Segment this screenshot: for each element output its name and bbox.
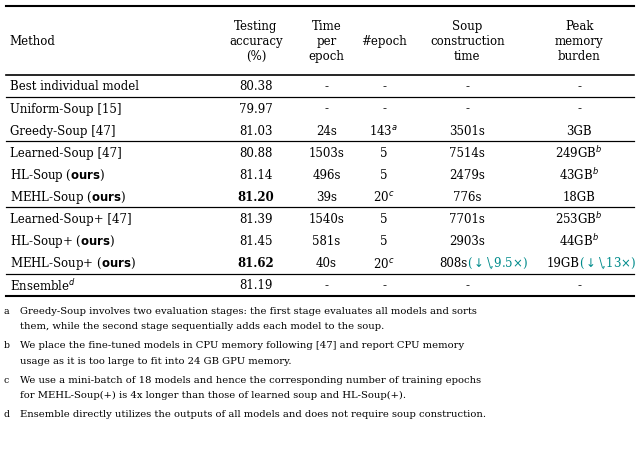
- Text: We use a mini-batch of 18 models and hence the corresponding number of training : We use a mini-batch of 18 models and hen…: [20, 375, 482, 384]
- Text: 24s: 24s: [316, 124, 337, 137]
- Text: 40s: 40s: [316, 257, 337, 269]
- Text: 7701s: 7701s: [449, 213, 485, 225]
- Text: 81.19: 81.19: [239, 279, 273, 291]
- Text: 253GB$^{b}$: 253GB$^{b}$: [556, 211, 603, 227]
- Text: ($\downarrow$\,13$\times$): ($\downarrow$\,13$\times$): [579, 255, 636, 271]
- Text: -: -: [577, 80, 581, 93]
- Text: 20$^{c}$: 20$^{c}$: [373, 256, 395, 270]
- Text: 44GB$^{b}$: 44GB$^{b}$: [559, 233, 599, 249]
- Text: them, while the second stage sequentially adds each model to the soup.: them, while the second stage sequentiall…: [20, 321, 385, 330]
- Text: -: -: [465, 80, 469, 93]
- Text: -: -: [465, 102, 469, 115]
- Text: Greedy-Soup [47]: Greedy-Soup [47]: [10, 124, 115, 137]
- Text: 1540s: 1540s: [308, 213, 344, 225]
- Text: 81.62: 81.62: [237, 257, 275, 269]
- Text: 81.39: 81.39: [239, 213, 273, 225]
- Text: Ensemble$^{d}$: Ensemble$^{d}$: [10, 277, 76, 293]
- Text: 249GB$^{b}$: 249GB$^{b}$: [556, 145, 603, 161]
- Text: MEHL-Soup+ ($\mathbf{ours}$): MEHL-Soup+ ($\mathbf{ours}$): [10, 255, 136, 271]
- Text: for MEHL-Soup(+) is 4x longer than those of learned soup and HL-Soup(+).: for MEHL-Soup(+) is 4x longer than those…: [20, 390, 406, 399]
- Text: 2903s: 2903s: [449, 235, 485, 247]
- Text: a: a: [3, 306, 9, 315]
- Text: #epoch: #epoch: [361, 35, 407, 48]
- Text: ($\downarrow$\,9.5$\times$): ($\downarrow$\,9.5$\times$): [467, 255, 528, 271]
- Text: HL-Soup+ ($\mathbf{ours}$): HL-Soup+ ($\mathbf{ours}$): [10, 233, 115, 249]
- Text: -: -: [324, 279, 328, 291]
- Text: 39s: 39s: [316, 190, 337, 203]
- Text: 5: 5: [380, 146, 388, 159]
- Text: 143$^{a}$: 143$^{a}$: [369, 124, 399, 138]
- Text: 1503s: 1503s: [308, 146, 344, 159]
- Text: -: -: [577, 102, 581, 115]
- Text: 2479s: 2479s: [449, 168, 485, 181]
- Text: 81.45: 81.45: [239, 235, 273, 247]
- Text: 81.03: 81.03: [239, 124, 273, 137]
- Text: -: -: [382, 102, 386, 115]
- Text: Greedy-Soup involves two evaluation stages: the first stage evaluates all models: Greedy-Soup involves two evaluation stag…: [20, 306, 477, 315]
- Text: Uniform-Soup [15]: Uniform-Soup [15]: [10, 102, 121, 115]
- Text: Learned-Soup+ [47]: Learned-Soup+ [47]: [10, 213, 131, 225]
- Text: Learned-Soup [47]: Learned-Soup [47]: [10, 146, 122, 159]
- Text: 81.14: 81.14: [239, 168, 273, 181]
- Text: 19GB: 19GB: [546, 257, 579, 269]
- Text: 18GB: 18GB: [563, 190, 596, 203]
- Text: Time
per
epoch: Time per epoch: [308, 20, 344, 63]
- Text: Best individual model: Best individual model: [10, 80, 139, 93]
- Text: -: -: [324, 102, 328, 115]
- Text: 3GB: 3GB: [566, 124, 592, 137]
- Text: 80.38: 80.38: [239, 80, 273, 93]
- Text: usage as it is too large to fit into 24 GB GPU memory.: usage as it is too large to fit into 24 …: [20, 356, 292, 365]
- Text: Ensemble directly utilizes the outputs of all models and does not require soup c: Ensemble directly utilizes the outputs o…: [20, 409, 486, 418]
- Text: 5: 5: [380, 168, 388, 181]
- Text: HL-Soup ($\mathbf{ours}$): HL-Soup ($\mathbf{ours}$): [10, 167, 105, 183]
- Text: 79.97: 79.97: [239, 102, 273, 115]
- Text: 81.20: 81.20: [237, 190, 275, 203]
- Text: -: -: [382, 80, 386, 93]
- Text: 808s: 808s: [439, 257, 467, 269]
- Text: 776s: 776s: [453, 190, 481, 203]
- Text: 3501s: 3501s: [449, 124, 485, 137]
- Text: 20$^{c}$: 20$^{c}$: [373, 190, 395, 204]
- Text: 7514s: 7514s: [449, 146, 485, 159]
- Text: Testing
accuracy
(%): Testing accuracy (%): [229, 20, 283, 63]
- Text: -: -: [577, 279, 581, 291]
- Text: We place the fine-tuned models in CPU memory following [47] and report CPU memor: We place the fine-tuned models in CPU me…: [20, 341, 465, 349]
- Text: 5: 5: [380, 235, 388, 247]
- Text: 43GB$^{b}$: 43GB$^{b}$: [559, 167, 599, 183]
- Text: d: d: [3, 409, 9, 418]
- Text: Method: Method: [10, 35, 56, 48]
- Text: 5: 5: [380, 213, 388, 225]
- Text: MEHL-Soup ($\mathbf{ours}$): MEHL-Soup ($\mathbf{ours}$): [10, 189, 125, 205]
- Text: 80.88: 80.88: [239, 146, 273, 159]
- Text: -: -: [382, 279, 386, 291]
- Text: Peak
memory
burden: Peak memory burden: [555, 20, 604, 63]
- Text: 496s: 496s: [312, 168, 340, 181]
- Text: 581s: 581s: [312, 235, 340, 247]
- Text: -: -: [465, 279, 469, 291]
- Text: c: c: [3, 375, 8, 384]
- Text: -: -: [324, 80, 328, 93]
- Text: b: b: [3, 341, 9, 349]
- Text: Soup
construction
time: Soup construction time: [430, 20, 504, 63]
